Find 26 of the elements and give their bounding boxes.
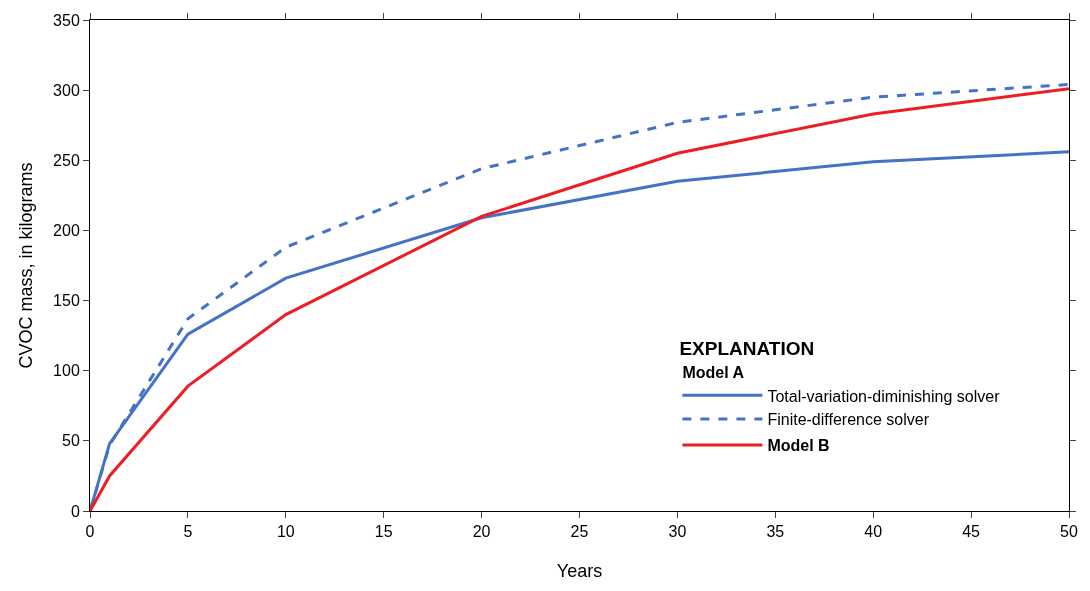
x-tick-label: 30 xyxy=(668,523,687,541)
y-tick-label: 50 xyxy=(62,432,80,450)
y-tick-label: 100 xyxy=(53,362,80,380)
y-axis-title: CVOC mass, in kilograms xyxy=(16,162,37,369)
x-tick-label: 25 xyxy=(570,523,589,541)
legend-title: EXPLANATION xyxy=(679,337,815,359)
y-tick-label: 200 xyxy=(53,222,80,240)
y-tick-label: 250 xyxy=(53,151,80,169)
legend-label: Model B xyxy=(767,437,830,455)
x-tick-label: 0 xyxy=(85,523,95,541)
x-tick-label: 35 xyxy=(766,523,785,541)
y-tick-label: 300 xyxy=(53,81,80,99)
x-tick-label: 40 xyxy=(864,523,883,541)
x-tick-label: 50 xyxy=(1060,523,1078,541)
x-tick-label: 45 xyxy=(962,523,981,541)
legend-label: Finite-difference solver xyxy=(767,411,930,429)
y-tick-label: 150 xyxy=(53,292,80,310)
x-tick-label: 15 xyxy=(374,523,393,541)
x-tick-label: 10 xyxy=(276,523,295,541)
legend-label: Total-variation-diminishing solver xyxy=(767,387,1001,405)
x-axis-title: Years xyxy=(556,561,603,582)
y-tick-label: 0 xyxy=(70,502,80,520)
x-tick-label: 5 xyxy=(183,523,193,541)
annotation: Model A xyxy=(682,363,745,381)
y-tick-label: 350 xyxy=(53,11,80,29)
x-tick-label: 20 xyxy=(472,523,491,541)
